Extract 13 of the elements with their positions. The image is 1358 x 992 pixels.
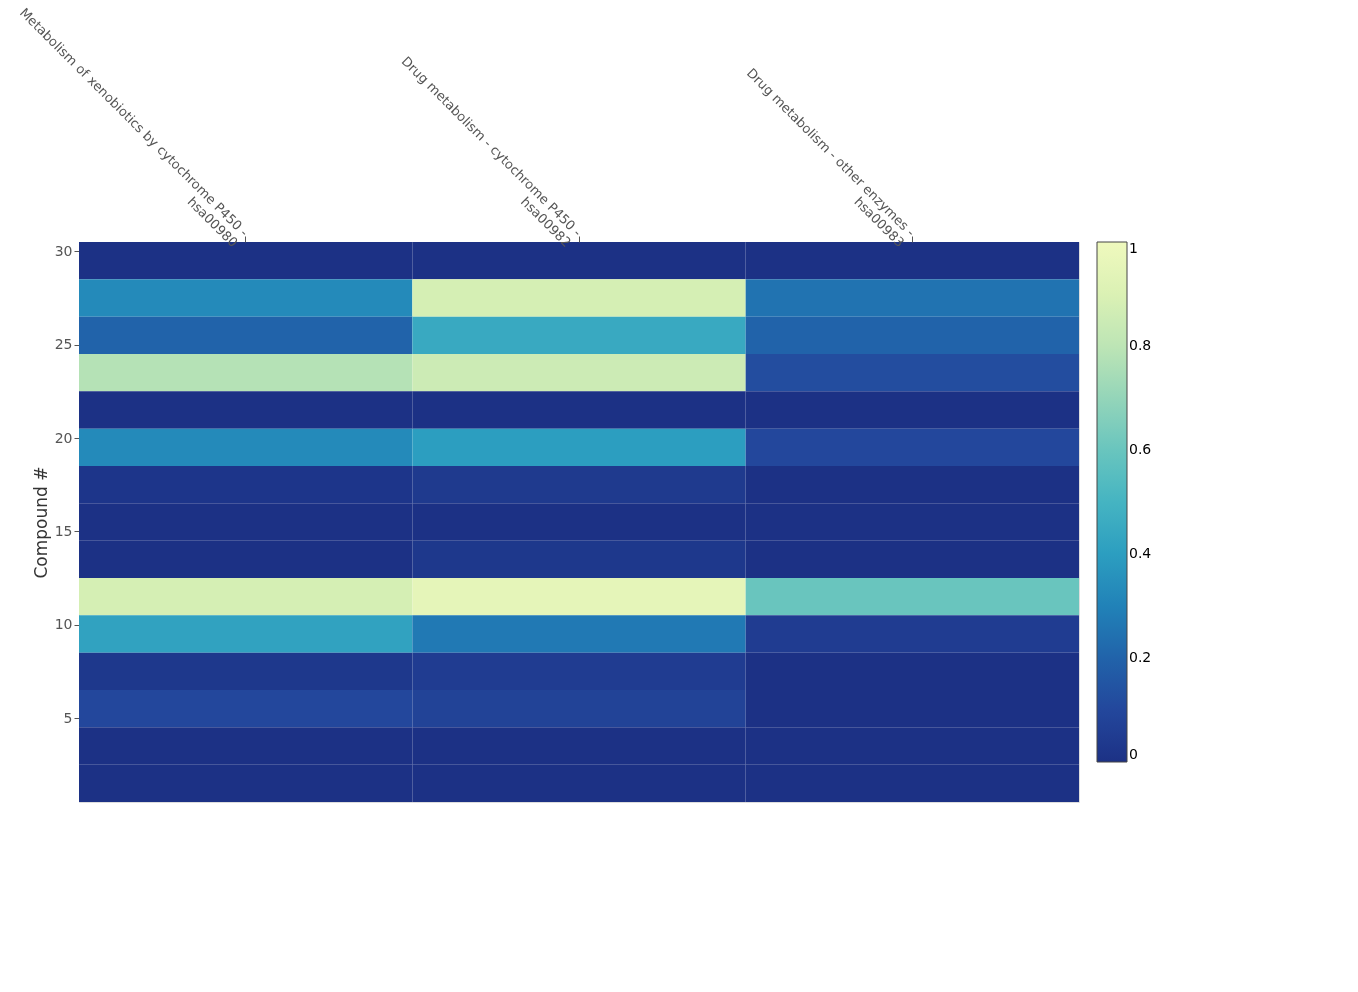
color-bar-label: 0.2 <box>1129 649 1152 665</box>
y-tick-label: 20 <box>54 429 73 446</box>
color-bar-label: 0 <box>1129 746 1138 762</box>
y-tick-label: 30 <box>54 242 73 259</box>
color-bar-label: 1 <box>1129 240 1138 256</box>
y-tick-label: 25 <box>54 336 73 353</box>
y-axis-title: Compound # <box>30 466 51 579</box>
color-bar-label: 0.6 <box>1129 441 1152 457</box>
y-tick-label: 10 <box>54 616 73 633</box>
y-tick-label: 15 <box>54 522 73 539</box>
y-tick-label: 5 <box>63 709 73 726</box>
color-bar-label: 0.4 <box>1129 545 1152 561</box>
color-bar-label: 0.8 <box>1129 337 1152 353</box>
